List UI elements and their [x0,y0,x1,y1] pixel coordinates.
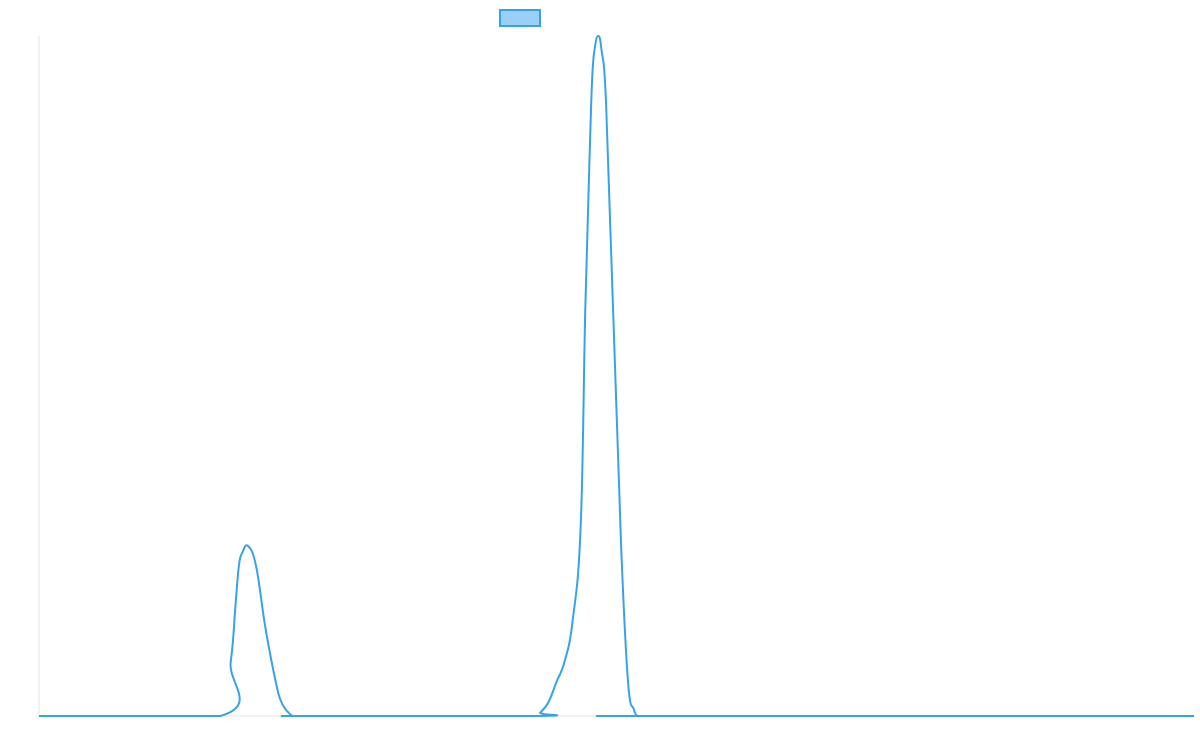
legend-swatch-0[interactable] [499,9,541,27]
legend[interactable] [499,9,541,27]
series-layer [39,35,1194,718]
series-line-0 [39,35,1194,718]
axes [38,36,1194,717]
